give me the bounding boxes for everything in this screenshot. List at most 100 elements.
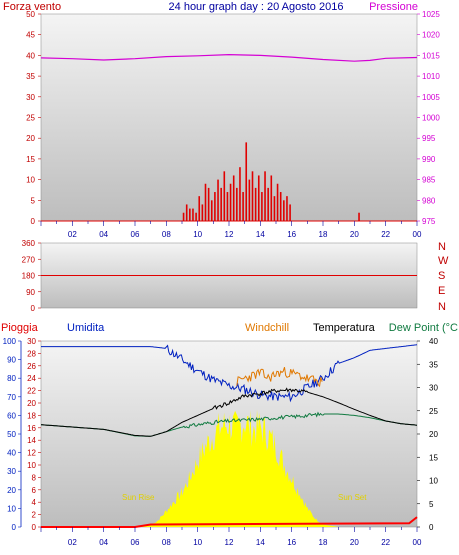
- wind-pressure-panel: Forza vento 24 hour graph day : 20 Agost…: [3, 1, 440, 239]
- rain-axis-tick-label: 10: [27, 461, 36, 470]
- temp-humidity-axes: 0246810121416182022242628300102030405060…: [3, 337, 439, 547]
- wind-direction-panel: 360 270 180 90 0 N W S E N: [22, 239, 449, 313]
- rain-axis-tick-label: 16: [27, 424, 36, 433]
- compass-label-n-bottom: N: [438, 301, 446, 313]
- pressure-axis-tick-label: 980: [422, 196, 436, 205]
- hour-tick-label: 14: [256, 538, 265, 547]
- wind-axis-tick-label: 40: [26, 51, 35, 60]
- temp-axis-tick-label: 0: [429, 523, 434, 532]
- temperature-line: [40, 387, 418, 437]
- hour-tick-label: 18: [319, 538, 328, 547]
- hour-tick-label: 18: [319, 230, 328, 239]
- wind-axis-tick-label: 5: [31, 196, 36, 205]
- temperature-legend: Temperatura: [313, 322, 376, 334]
- humidity-axis-tick-label: 60: [7, 411, 16, 420]
- direction-axis-tick-label: 90: [26, 288, 35, 297]
- wind-axis-tick-label: 20: [26, 134, 35, 143]
- rain-axis-tick-label: 0: [32, 523, 37, 532]
- rain-axis-tick-label: 12: [27, 449, 36, 458]
- humidity-line: [41, 344, 418, 403]
- direction-axis-tick-label: 180: [22, 272, 36, 281]
- hour-tick-label: 16: [287, 538, 296, 547]
- humidity-axis-tick-label: 0: [12, 523, 17, 532]
- humidity-axis-tick-label: 40: [7, 449, 16, 458]
- sun-rise-label: Sun Rise: [122, 493, 155, 502]
- pressure-axis-tick-label: 990: [422, 155, 436, 164]
- temp-humidity-panel: Pioggia Umidita Windchill Temperatura De…: [1, 322, 458, 547]
- hour-tick-label: 06: [131, 230, 140, 239]
- hour-tick-label: 12: [225, 230, 234, 239]
- pressure-axis-tick-label: 975: [422, 217, 436, 226]
- pressure-axis-tick-label: 1005: [422, 93, 440, 102]
- hour-tick-label: 10: [193, 230, 202, 239]
- rain-axis-tick-label: 24: [27, 374, 36, 383]
- hour-tick-label: 16: [287, 230, 296, 239]
- temp-axis-tick-label: 10: [429, 477, 438, 486]
- wind-axis-tick-label: 45: [26, 31, 35, 40]
- pressure-axis-tick-label: 1015: [422, 51, 440, 60]
- windchill-legend: Windchill: [245, 322, 289, 334]
- wind-axis-tick-label: 30: [26, 93, 35, 102]
- rain-axis-tick-label: 8: [32, 473, 37, 482]
- pressure-axis-tick-label: 1020: [422, 31, 440, 40]
- temp-axis-tick-label: 30: [429, 384, 438, 393]
- rain-axis-tick-label: 26: [27, 362, 36, 371]
- wind-axis-tick-label: 10: [26, 176, 35, 185]
- hour-tick-label: 04: [99, 538, 108, 547]
- temp-axis-tick-label: 20: [429, 430, 438, 439]
- pressure-axis-tick-label: 1025: [422, 10, 440, 19]
- hour-tick-label: 20: [350, 230, 359, 239]
- humidity-axis-tick-label: 70: [7, 393, 16, 402]
- dewpoint-legend: Dew Point (°C: [389, 322, 458, 334]
- rain-axis-tick-label: 2: [32, 511, 37, 520]
- rain-axis-tick-label: 30: [27, 337, 36, 346]
- compass-label-s: S: [438, 270, 445, 282]
- pressure-line: [40, 53, 418, 62]
- compass-label-e: E: [438, 285, 445, 297]
- rain-axis-tick-label: 20: [27, 399, 36, 408]
- rain-axis-tick-label: 18: [27, 411, 36, 420]
- humidity-axis-tick-label: 30: [7, 467, 16, 476]
- rain-axis-tick-label: 14: [27, 436, 36, 445]
- wind-pressure-axes: 0510152025303540455097598098599099510001…: [26, 10, 440, 239]
- sun-set-label: Sun Set: [338, 493, 367, 502]
- hour-tick-label: 08: [162, 230, 171, 239]
- wind-speed-axis-label: Forza vento: [3, 1, 61, 13]
- hour-tick-label: 02: [68, 538, 77, 547]
- compass-label-w: W: [438, 255, 449, 267]
- rain-axis-label: Pioggia: [1, 322, 39, 334]
- temp-axis-tick-label: 15: [429, 453, 438, 462]
- pressure-axis-tick-label: 985: [422, 176, 436, 185]
- wind-axis-tick-label: 35: [26, 72, 35, 81]
- humidity-axis-tick-label: 80: [7, 374, 16, 383]
- humidity-axis-tick-label: 100: [3, 337, 17, 346]
- hour-tick-label: 06: [131, 538, 140, 547]
- wind-pressure-plot-area: [40, 13, 418, 222]
- wind-axis-tick-label: 50: [26, 10, 35, 19]
- hour-tick-label: 22: [381, 538, 390, 547]
- hour-tick-label: 04: [99, 230, 108, 239]
- humidity-axis-tick-label: 20: [7, 486, 16, 495]
- humidity-axis-tick-label: 50: [7, 430, 16, 439]
- wind-axis-tick-label: 25: [26, 114, 35, 123]
- hour-tick-label: 02: [68, 230, 77, 239]
- chart-title: 24 hour graph day : 20 Agosto 2016: [169, 1, 344, 13]
- compass-label-n-top: N: [438, 241, 446, 253]
- hour-tick-label: 22: [381, 230, 390, 239]
- direction-axis-tick-label: 270: [22, 255, 36, 264]
- pressure-axis-tick-label: 1000: [422, 114, 440, 123]
- hour-tick-label: 08: [162, 538, 171, 547]
- rain-axis-tick-label: 4: [32, 498, 37, 507]
- hour-tick-label: 00: [413, 538, 422, 547]
- wind-axis-tick-label: 0: [31, 217, 36, 226]
- rain-axis-tick-label: 28: [27, 349, 36, 358]
- hour-tick-label: 12: [225, 538, 234, 547]
- pressure-axis-label: Pressione: [369, 1, 418, 13]
- temp-axis-tick-label: 5: [429, 500, 434, 509]
- temp-axis-tick-label: 35: [429, 360, 438, 369]
- wind-direction-axes: 360 270 180 90 0: [22, 239, 41, 313]
- temp-axis-tick-label: 25: [429, 407, 438, 416]
- direction-axis-tick-label: 0: [31, 304, 36, 313]
